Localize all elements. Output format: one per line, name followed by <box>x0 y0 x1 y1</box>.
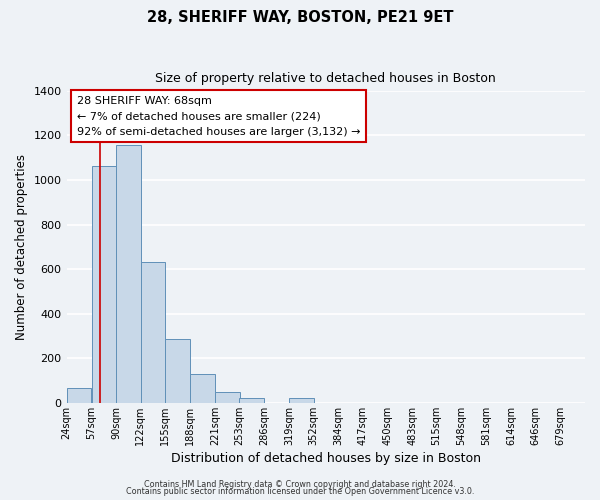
Title: Size of property relative to detached houses in Boston: Size of property relative to detached ho… <box>155 72 496 86</box>
Y-axis label: Number of detached properties: Number of detached properties <box>15 154 28 340</box>
Text: 28 SHERIFF WAY: 68sqm
← 7% of detached houses are smaller (224)
92% of semi-deta: 28 SHERIFF WAY: 68sqm ← 7% of detached h… <box>77 96 361 136</box>
Bar <box>289 398 314 403</box>
Bar <box>140 262 165 403</box>
Text: Contains HM Land Registry data © Crown copyright and database right 2024.: Contains HM Land Registry data © Crown c… <box>144 480 456 489</box>
Bar <box>67 388 91 403</box>
Bar <box>92 166 116 403</box>
Bar <box>215 392 239 403</box>
Bar <box>190 374 215 403</box>
Text: Contains public sector information licensed under the Open Government Licence v3: Contains public sector information licen… <box>126 488 474 496</box>
Text: 28, SHERIFF WAY, BOSTON, PE21 9ET: 28, SHERIFF WAY, BOSTON, PE21 9ET <box>147 10 453 25</box>
Bar <box>116 146 141 403</box>
X-axis label: Distribution of detached houses by size in Boston: Distribution of detached houses by size … <box>171 452 481 465</box>
Bar <box>166 340 190 403</box>
Bar <box>239 398 264 403</box>
